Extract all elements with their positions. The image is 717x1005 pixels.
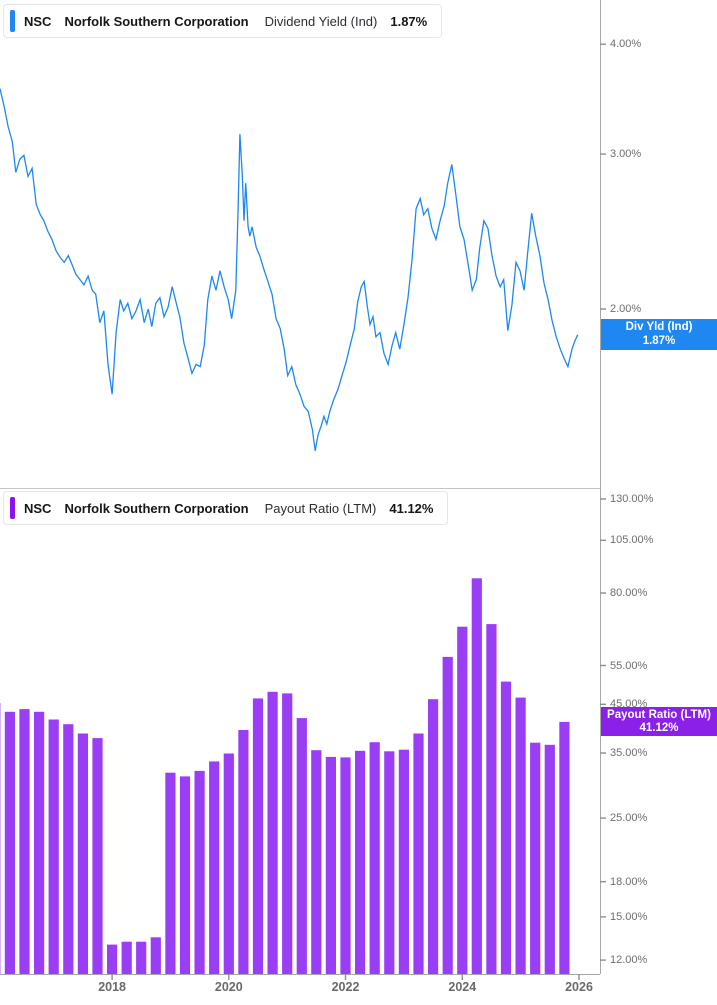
panel-header-dividend-yield[interactable]: NSC Norfolk Southern Corporation Dividen… — [3, 4, 443, 38]
y-axis-tick-label: 105.00% — [610, 534, 654, 547]
series-color-chip-blue — [10, 10, 15, 32]
x-axis-year-label: 2026 — [565, 980, 593, 994]
payout-ratio-bar[interactable] — [34, 711, 45, 974]
payout-ratio-bar[interactable] — [559, 721, 570, 974]
x-axis-year-label: 2022 — [331, 980, 360, 994]
payout-ratio-bar[interactable] — [282, 693, 293, 974]
payout-ratio-bar[interactable] — [296, 718, 307, 974]
y-axis-tick-label: 55.00% — [610, 659, 648, 672]
ticker-symbol: NSC — [24, 13, 52, 29]
payout-ratio-bar[interactable] — [92, 738, 103, 974]
last-value-badge-payout-ratio: Payout Ratio (LTM) 41.12% — [601, 706, 717, 736]
payout-ratio-bar[interactable] — [19, 709, 30, 974]
metric-value: 1.87% — [390, 13, 428, 29]
payout-ratio-bar[interactable] — [267, 691, 278, 974]
payout-ratio-bar[interactable] — [311, 750, 322, 974]
badge-label: Payout Ratio (LTM) — [607, 708, 711, 721]
payout-ratio-bar[interactable] — [442, 656, 453, 974]
payout-ratio-bar[interactable] — [150, 937, 161, 974]
payout-ratio-bar[interactable] — [486, 624, 497, 974]
payout-ratio-bar[interactable] — [136, 941, 147, 974]
payout-ratio-bar[interactable] — [209, 761, 220, 974]
y-axis-tick-label: 45.00% — [610, 698, 648, 711]
payout-ratio-bar[interactable] — [515, 697, 526, 974]
payout-ratio-bar[interactable] — [355, 750, 366, 974]
company-name: Norfolk Southern Corporation — [64, 500, 249, 516]
payout-ratio-bar[interactable] — [457, 626, 468, 974]
y-axis-tick-label: 2.00% — [610, 303, 642, 315]
y-axis-tick-label: 15.00% — [610, 910, 648, 923]
payout-ratio-bar[interactable] — [471, 578, 482, 974]
payout-ratio-bar[interactable] — [252, 698, 264, 974]
y-axis-tick-label: 130.00% — [610, 493, 654, 505]
metric-value: 41.12% — [389, 500, 434, 516]
y-axis-tick-label: 3.00% — [610, 148, 642, 161]
x-axis-year-label: 2018 — [98, 980, 126, 994]
company-name: Norfolk Southern Corporation — [64, 13, 249, 29]
payout-ratio-bar[interactable] — [500, 681, 512, 974]
badge-value: 41.12% — [639, 722, 679, 735]
payout-ratio-bar[interactable] — [398, 749, 409, 974]
payout-ratio-bar[interactable] — [4, 711, 15, 974]
y-axis-tick-label: 25.00% — [610, 812, 648, 825]
payout-ratio-bar[interactable] — [369, 742, 380, 974]
panel-header-payout-ratio[interactable]: NSC Norfolk Southern Corporation Payout … — [3, 491, 449, 525]
payout-ratio-bar[interactable] — [238, 730, 249, 974]
payout-ratio-bar[interactable] — [384, 751, 395, 974]
y-axis-tick-label: 18.00% — [610, 875, 648, 888]
y-axis-tick-label: 12.00% — [610, 954, 648, 967]
payout-ratio-bar[interactable] — [428, 699, 439, 974]
payout-ratio-bar[interactable] — [179, 776, 191, 974]
x-axis-year-label: 2020 — [214, 980, 243, 994]
badge-label: Div Yld (Ind) — [625, 321, 693, 334]
payout-ratio-bar[interactable] — [325, 756, 336, 974]
payout-ratio-bar[interactable] — [194, 770, 205, 974]
y-axis-tick-label: 4.00% — [610, 38, 642, 51]
dividend-yield-line[interactable] — [0, 88, 579, 451]
y-axis-tick-label: 35.00% — [610, 747, 648, 759]
metric-name: Payout Ratio (LTM) — [264, 500, 377, 516]
metric-name: Dividend Yield (Ind) — [264, 13, 378, 29]
payout-ratio-bar[interactable] — [63, 724, 74, 974]
payout-ratio-bar[interactable] — [165, 772, 176, 974]
payout-ratio-bar[interactable] — [530, 742, 541, 974]
payout-ratio-bar[interactable] — [107, 944, 118, 974]
payout-ratio-bar[interactable] — [413, 733, 424, 975]
payout-ratio-bar[interactable] — [77, 733, 88, 975]
payout-ratio-bar[interactable] — [223, 753, 234, 975]
badge-value: 1.87% — [642, 334, 676, 347]
ticker-symbol: NSC — [24, 500, 52, 516]
payout-ratio-bar[interactable] — [544, 744, 555, 974]
last-value-badge-dividend-yield: Div Yld (Ind) 1.87% — [601, 319, 717, 351]
y-axis-tick-label: 80.00% — [610, 587, 648, 599]
payout-ratio-bar[interactable] — [340, 757, 351, 974]
x-axis-year-label: 2024 — [448, 980, 477, 994]
payout-ratio-bar[interactable] — [121, 941, 132, 974]
series-color-chip-purple — [10, 497, 15, 519]
payout-ratio-bar[interactable] — [48, 719, 59, 975]
